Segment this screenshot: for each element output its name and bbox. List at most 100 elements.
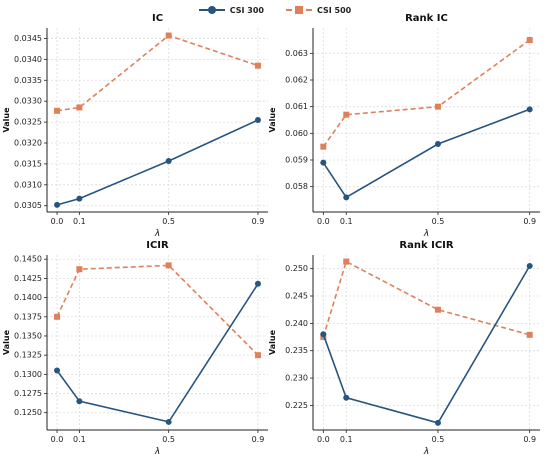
panel-ic-ytick-label: 0.0335 [14, 76, 42, 85]
panel-rank-ic-series-csi-300-point [434, 141, 441, 147]
panel-icir-series-csi-500-point [76, 266, 83, 273]
panel-rank-ic-series-csi-300-point [526, 106, 533, 113]
panel-rank-ic-series-csi-300-point [320, 159, 327, 166]
panel-rank-ic-ytick-label: 0.059 [285, 156, 308, 165]
panel-rank-ic-xtick-label: 0.0 [317, 217, 330, 226]
panel-rank-ic-ytick-label: 0.058 [285, 182, 308, 191]
panel-rank-ic: 0.058 0.059 0.060 0.061 0.062 0.063 0.0 0.1 0.5 0… [268, 13, 540, 239]
panel-icir-series-csi-300-point [165, 418, 172, 425]
panel-icir-xlabel: λ [154, 447, 160, 457]
panel-rank-ic-series-csi-500-point [320, 143, 327, 150]
panel-rank-icir-ytick-label: 0.245 [285, 292, 308, 301]
panel-ic-series-csi-300-point [76, 195, 83, 202]
panel-ic-series-csi-300-line [56, 119, 259, 206]
panel-rank-icir-xtick-label: 0.5 [432, 435, 445, 444]
panel-rank-ic-ytick-label: 0.061 [285, 102, 308, 111]
panel-ic-ylabel: Value [2, 107, 11, 133]
panel-rank-icir-ytick-label: 0.240 [285, 319, 308, 328]
panel-rank-ic-series-csi-500-point [343, 111, 350, 118]
panel-icir-xtick-label: 0.5 [162, 435, 175, 444]
legend-item-csi300: CSI 300 [198, 5, 264, 15]
panel-rank-ic-series-csi-500-point [434, 103, 441, 110]
panel-rank-ic-series-csi-300-line [322, 108, 530, 199]
panel-icir-xtick-label: 0.0 [51, 435, 64, 444]
panel-icir-series-csi-300-line [56, 283, 259, 423]
legend: CSI 300 CSI 500 [0, 0, 550, 20]
panel-ic-series-csi-300-point [254, 117, 261, 123]
panel-rank-icir: 0.225 0.230 0.235 0.240 0.245 0.250 0.0 0.1 0.5 0… [268, 240, 540, 457]
panel-rank-icir-series-csi-300-line [322, 265, 531, 424]
panel-rank-ic-series-csi-500-line [322, 39, 531, 148]
panel-ic-series-csi-500-point [254, 62, 261, 69]
legend-swatch-csi300 [198, 5, 225, 15]
panel-ic-series-csi-500-point [165, 32, 172, 39]
panel-icir-series-csi-300-point [254, 280, 261, 287]
panel-ic-ytick-label: 0.0330 [14, 97, 42, 106]
panel-rank-icir-series-csi-500-point [526, 331, 533, 338]
panel-ic-series-csi-300-point [165, 157, 172, 164]
panel-rank-icir-title: Rank ICIR [399, 240, 453, 251]
panel-rank-icir-series-csi-500-line [322, 260, 530, 338]
panel-rank-icir-series-csi-300-point [526, 262, 533, 269]
panel-icir-ytick-label: 0.1375 [14, 312, 42, 321]
panel-ic-ytick-label: 0.0345 [14, 34, 42, 43]
panel-ic-ytick-label: 0.0320 [14, 139, 42, 148]
panel-icir-series-csi-300-point [76, 398, 83, 405]
panel-ic-xtick-label: 0.5 [162, 217, 175, 226]
panel-ic-series-csi-500-point [76, 104, 83, 111]
panel-rank-icir-xtick-label: 0.0 [317, 435, 330, 444]
panel-ic-series-csi-500-line [56, 34, 259, 112]
panel-rank-ic-ytick-label: 0.060 [285, 129, 308, 138]
panel-ic-series-csi-500-point [54, 107, 61, 114]
panel-icir-ytick-label: 0.1400 [14, 293, 42, 302]
legend-item-csi500: CSI 500 [286, 5, 351, 15]
panel-rank-icir-ylabel: Value [268, 329, 277, 355]
panel-rank-icir-xlabel: λ [423, 447, 429, 457]
panel-rank-icir-xtick-label: 0.1 [340, 435, 353, 444]
panel-icir-ylabel: Value [2, 329, 11, 355]
panel-ic-xtick-label: 0.0 [51, 217, 64, 226]
panel-ic: 0.0305 0.0310 0.0315 0.0320 0.0325 0.0330 0.03… [2, 13, 268, 239]
panel-icir-title: ICIR [146, 240, 169, 251]
panel-icir-ytick-label: 0.1275 [14, 389, 42, 398]
panel-icir-series-csi-500-point [165, 262, 172, 269]
panel-ic-xlabel: λ [154, 229, 160, 239]
panel-rank-ic-series-csi-500-point [526, 37, 533, 43]
panel-icir-ytick-label: 0.1325 [14, 351, 42, 360]
panel-rank-icir-series-csi-300-point [434, 419, 441, 426]
panel-rank-icir-ytick-label: 0.250 [285, 264, 308, 273]
panel-ic-xtick-label: 0.1 [73, 217, 86, 226]
panel-ic-ytick-label: 0.0310 [14, 180, 42, 189]
panel-icir-ytick-label: 0.1350 [14, 331, 42, 340]
panel-ic-ytick-label: 0.0325 [14, 118, 42, 127]
panel-ic-xtick-label: 0.9 [252, 217, 265, 226]
panel-rank-ic-series-csi-300-point [343, 194, 350, 201]
panel-icir-ytick-label: 0.1250 [14, 408, 42, 417]
panel-rank-icir-series-csi-500-point [343, 258, 350, 265]
panel-rank-icir-ytick-label: 0.230 [285, 374, 308, 383]
panel-rank-icir-series-csi-500-point [434, 306, 441, 313]
panel-icir-series-csi-500-line [56, 264, 259, 356]
panel-icir-ytick-label: 0.1450 [14, 255, 42, 264]
panel-ic-ytick-label: 0.0340 [14, 55, 42, 64]
panel-rank-ic-ytick-label: 0.063 [285, 49, 308, 58]
panel-rank-ic-xtick-label: 0.1 [340, 217, 353, 226]
panel-ic-ytick-label: 0.0305 [14, 201, 42, 210]
legend-label-csi300: CSI 300 [229, 5, 264, 15]
panel-rank-ic-xtick-label: 0.9 [523, 217, 536, 226]
panel-ic-title: IC [152, 13, 163, 24]
panel-icir-series-csi-500-point [254, 352, 261, 359]
panel-rank-icir-ytick-label: 0.235 [285, 346, 308, 355]
panel-rank-ic-xtick-label: 0.5 [432, 217, 445, 226]
panel-icir: 0.1250 0.1275 0.1300 0.1325 0.1350 0.1375 0.14… [2, 240, 268, 457]
legend-swatch-csi500 [286, 5, 312, 15]
panel-rank-icir-xtick-label: 0.9 [523, 435, 536, 444]
panel-rank-icir-series-csi-300-point [343, 394, 350, 401]
panel-ic-ytick-label: 0.0315 [14, 159, 42, 168]
panel-rank-ic-title: Rank IC [405, 13, 448, 24]
panel-icir-series-csi-300-point [54, 367, 61, 374]
panel-rank-ic-ytick-label: 0.062 [285, 76, 308, 85]
panel-icir-xtick-label: 0.9 [252, 435, 265, 444]
legend-label-csi500: CSI 500 [317, 5, 352, 15]
